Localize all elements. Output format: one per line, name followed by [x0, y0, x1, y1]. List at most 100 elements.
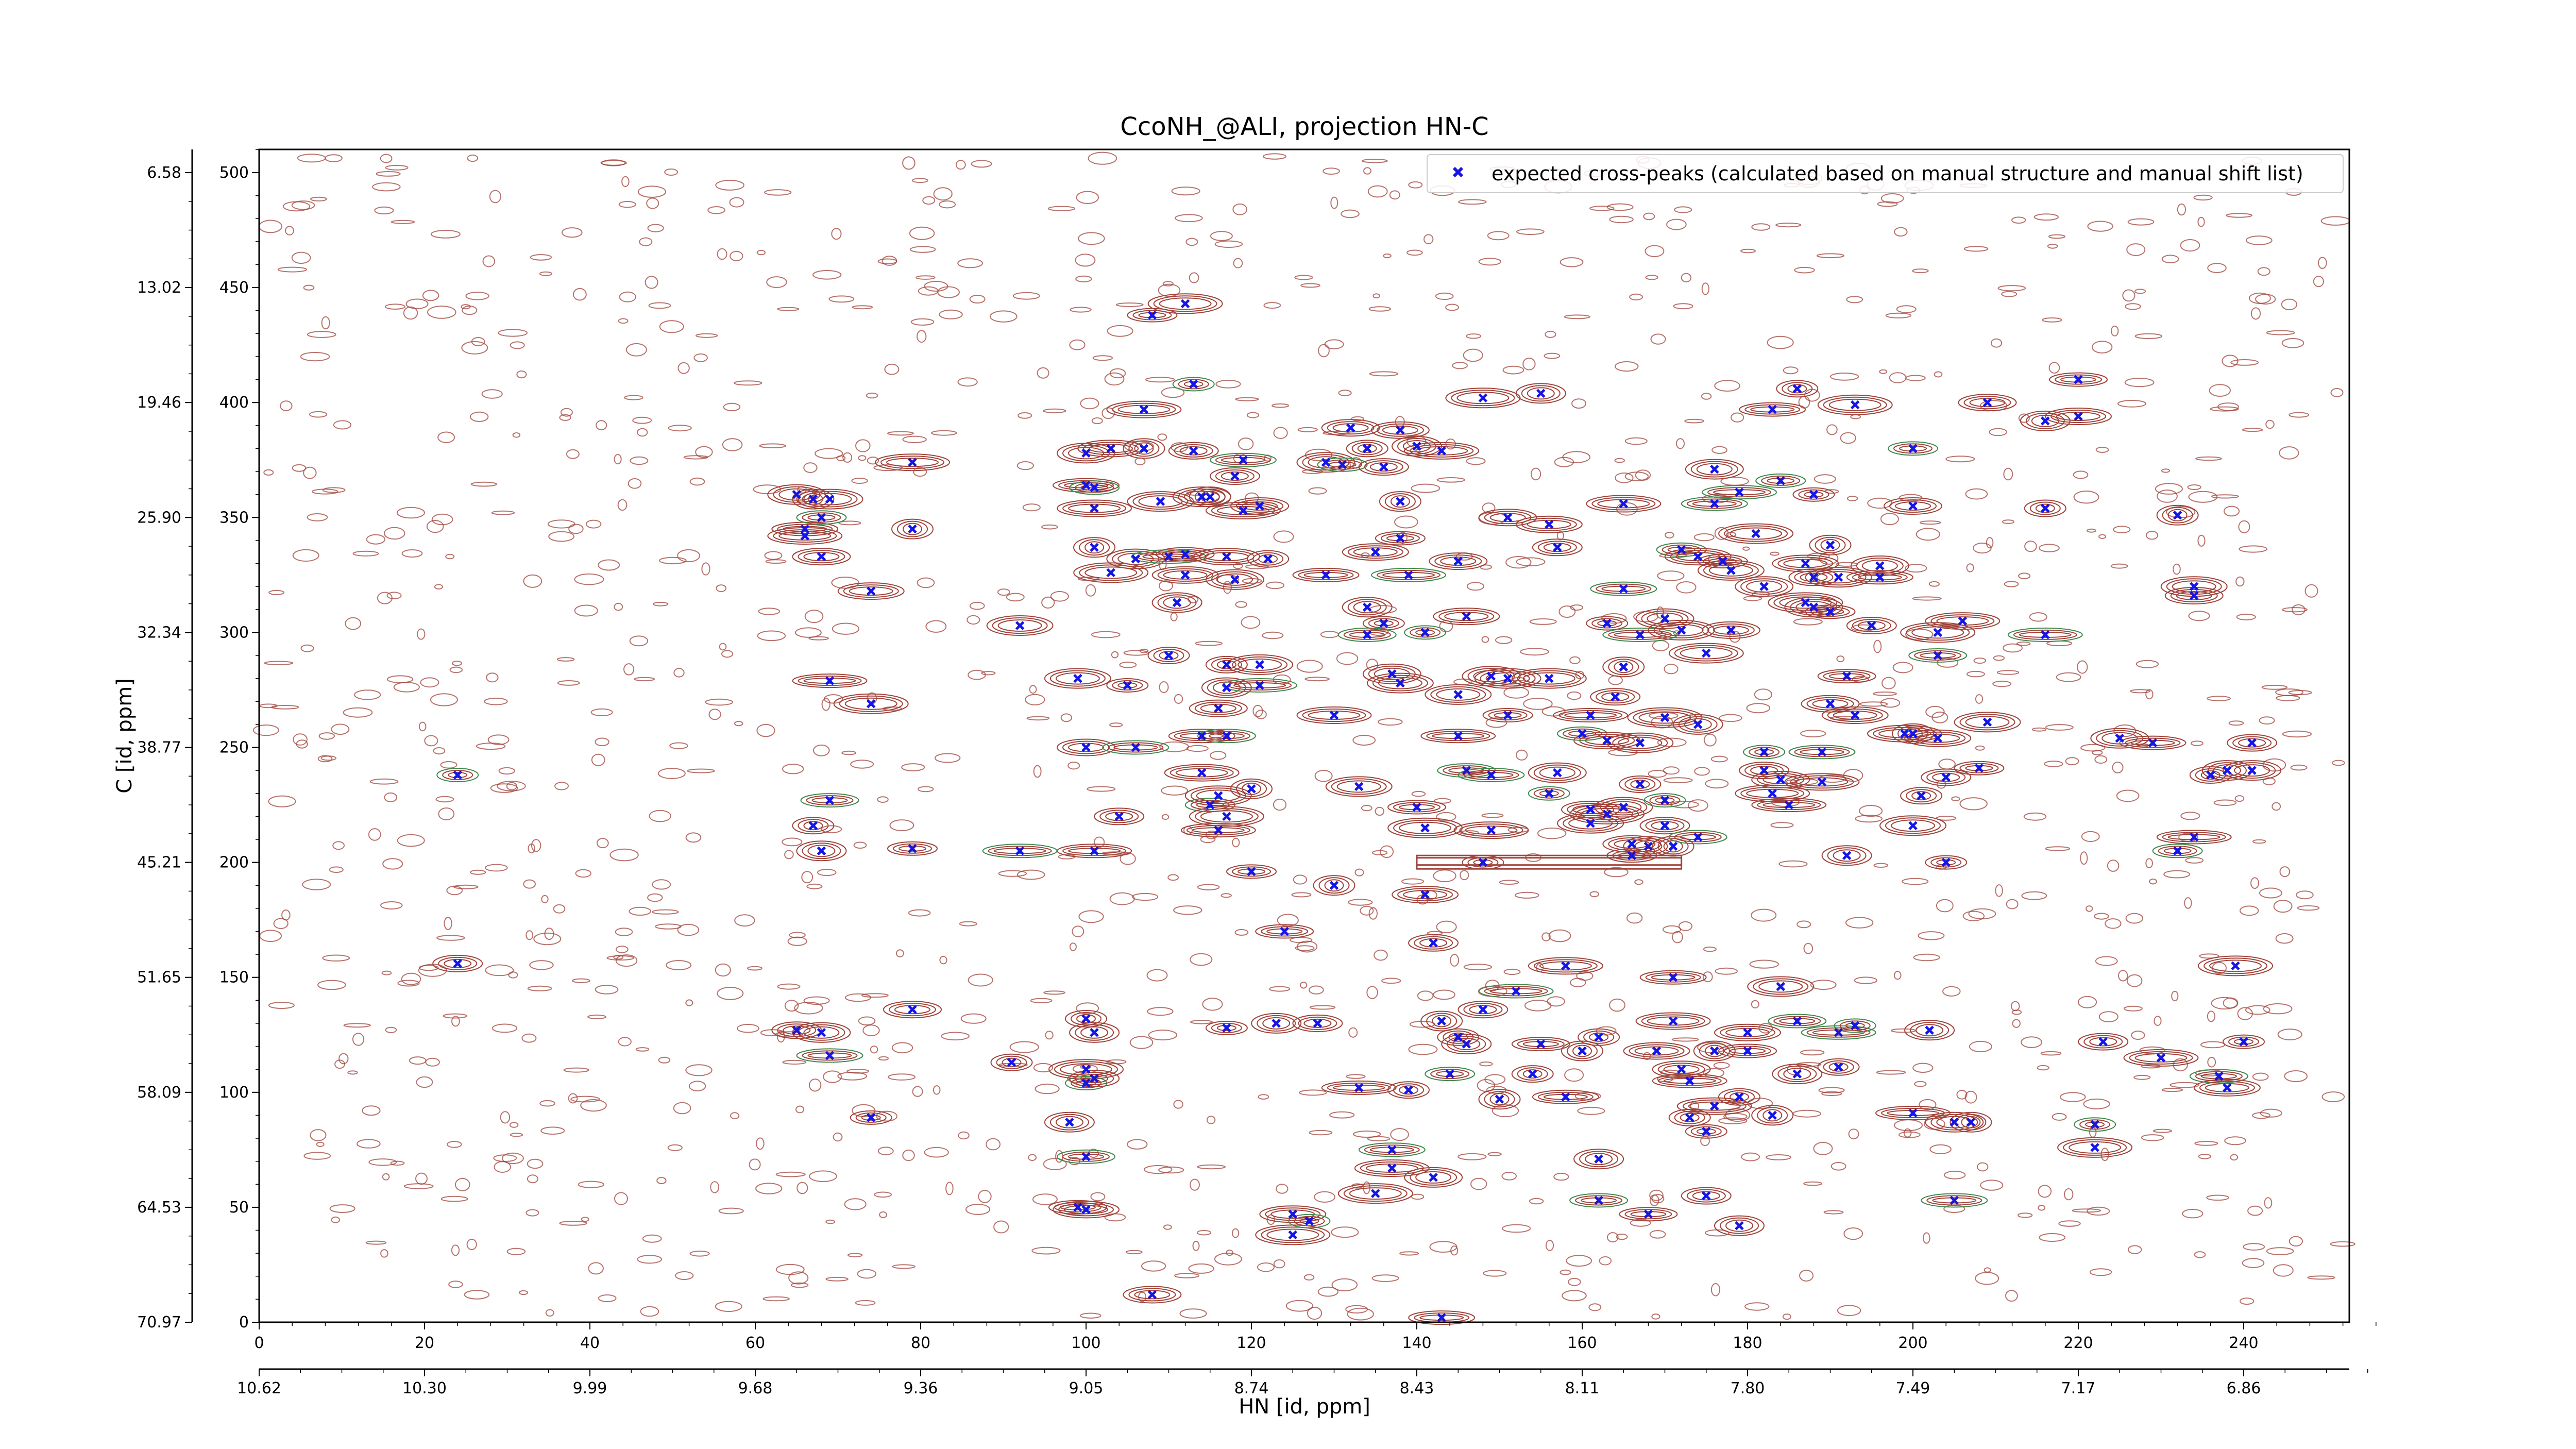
noise-contour [1850, 414, 1861, 419]
noise-contour [451, 1244, 460, 1256]
peak-contour [1084, 541, 1105, 554]
peak-contour [1888, 441, 1938, 456]
peak-contour [1757, 1107, 1788, 1124]
peak-contour [1761, 475, 1801, 486]
noise-contour [784, 1000, 799, 1012]
noise-contour [596, 838, 609, 849]
noise-contour [2273, 1264, 2294, 1277]
peak-contour [771, 1021, 822, 1039]
noise-contour [2122, 289, 2136, 302]
noise-contour [2250, 877, 2259, 889]
peak-contour [1916, 733, 1960, 743]
expected-peak-marker [1346, 423, 1355, 433]
noise-contour [1470, 1177, 1487, 1190]
noise-contour [2021, 891, 2047, 900]
peak-contour [1069, 480, 1120, 495]
noise-contour [821, 825, 842, 834]
noise-contour [1507, 827, 1529, 833]
peak-contour [1900, 622, 1976, 643]
noise-contour [1085, 584, 1096, 597]
expected-peak-marker [1809, 490, 1819, 499]
expected-peak-marker [1379, 462, 1388, 471]
noise-contour [562, 227, 583, 238]
noise-contour [331, 723, 350, 735]
expected-peak-marker [1875, 572, 1885, 582]
peak-contour [2227, 734, 2278, 752]
peak-contour [1597, 499, 1650, 509]
peak-contour [2119, 735, 2187, 750]
expected-peak-marker [1090, 1074, 1099, 1083]
peak-contour [1794, 747, 1850, 757]
noise-contour [1445, 439, 1456, 450]
noise-contour [2123, 1005, 2143, 1012]
noise-contour [685, 832, 702, 843]
expected-peak-marker [1139, 405, 1149, 414]
noise-contour [2320, 216, 2351, 226]
noise-contour [701, 562, 710, 576]
peak-contour [1532, 1089, 1599, 1104]
peak-contour [1891, 819, 1935, 832]
noise-contour [924, 281, 948, 292]
noise-contour [1381, 978, 1401, 984]
peak-contour [1236, 780, 1267, 797]
expected-peak-marker [1180, 570, 1190, 580]
peak-contour [1382, 571, 1435, 578]
noise-contour [1616, 502, 1638, 516]
noise-contour [1649, 1189, 1664, 1201]
noise-contour [563, 1067, 589, 1073]
peak-contour [1317, 457, 1368, 472]
peak-contour [1641, 1014, 1705, 1028]
noise-contour [887, 431, 914, 436]
noise-contour [847, 1253, 863, 1258]
y-ppm-axis: 70.9764.5358.0951.6545.2138.7732.3425.90… [137, 164, 192, 1332]
peak-contour [1153, 649, 1184, 662]
noise-contour [2207, 1010, 2215, 1022]
noise-contour [440, 761, 457, 769]
peak-contour [1049, 1114, 1089, 1131]
peak-contour [2228, 1036, 2259, 1047]
noise-contour [588, 1262, 604, 1275]
noise-contour [1303, 1274, 1315, 1280]
peak-contour [2019, 631, 2072, 638]
peak-contour [1533, 788, 1565, 799]
peak-contour [1430, 686, 1486, 703]
noise-contour [596, 420, 607, 431]
peak-contour [1399, 1085, 1418, 1095]
noise-contour [2065, 757, 2079, 765]
peak-contour [1676, 1097, 1752, 1115]
expected-peak-marker [1941, 857, 1951, 867]
y-tick-label: 0 [239, 1313, 249, 1332]
expected-peak-marker [1950, 1195, 1959, 1205]
peak-contour [1393, 802, 1440, 813]
peak-contour [1342, 597, 1393, 618]
expected-peak-marker [1321, 570, 1331, 580]
peak-contour [1568, 730, 1596, 737]
peak-contour [1429, 552, 1488, 570]
peak-contour [1343, 629, 1391, 640]
peak-contour [798, 676, 862, 686]
expected-peak-marker [453, 770, 462, 780]
peak-contour [1713, 625, 1749, 635]
noise-contour [639, 237, 653, 246]
peak-contour [1528, 957, 1603, 975]
noise-contour [1196, 1230, 1212, 1236]
expected-peak-marker [1329, 711, 1339, 720]
noise-contour [912, 1086, 923, 1097]
peak-contour [1685, 459, 1744, 480]
noise-contour [437, 431, 455, 443]
noise-contour [2083, 1098, 2110, 1109]
peak-contour [1713, 489, 1766, 496]
peak-contour [1693, 1040, 1736, 1062]
peak-contour [1539, 961, 1592, 971]
peak-contour [1594, 797, 1653, 818]
expected-peak-marker [1412, 802, 1421, 812]
expected-peak-marker [2206, 770, 2215, 780]
expected-peak-marker [1817, 777, 1827, 787]
noise-contour [2005, 1290, 2018, 1302]
expected-peak-marker [1090, 1028, 1099, 1037]
noise-contour [470, 411, 489, 422]
noise-contour [2116, 789, 2140, 802]
expected-peak-marker [1958, 616, 1968, 626]
expected-peak-marker [1933, 733, 1942, 743]
peak-contour [1911, 791, 1931, 801]
